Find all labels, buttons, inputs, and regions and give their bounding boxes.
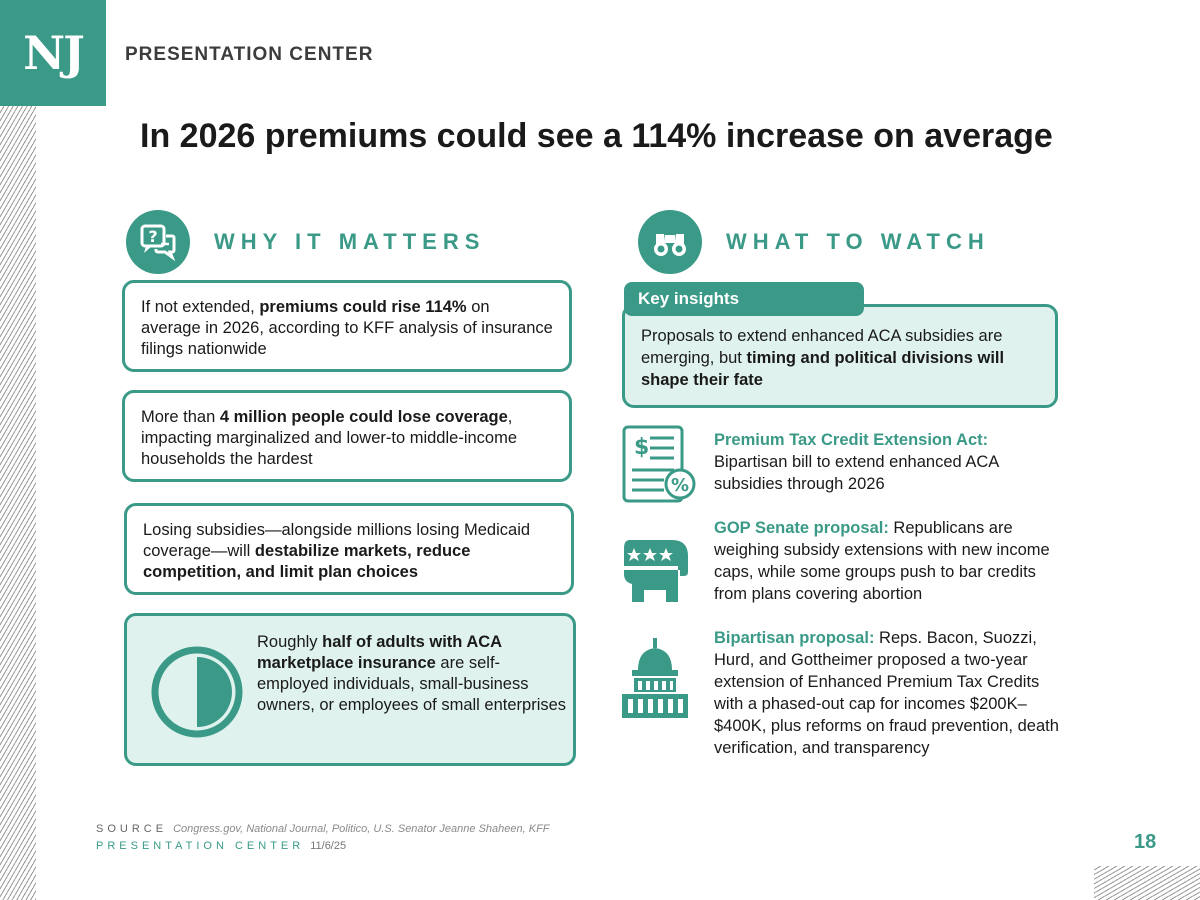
page-title: In 2026 premiums could see a 114% increa…: [140, 117, 1053, 155]
watch-item-heading: GOP Senate proposal:: [714, 519, 889, 537]
watch-item-body: Bipartisan bill to extend enhanced ACA s…: [714, 453, 999, 493]
svg-text:%: %: [671, 475, 689, 496]
what-to-watch-header: WHAT TO WATCH: [638, 210, 990, 274]
watch-item-body: Reps. Bacon, Suozzi, Hurd, and Gottheime…: [714, 629, 1059, 757]
watch-item-gop-senate: GOP Senate proposal: Republicans are wei…: [714, 517, 1064, 605]
watch-item-bipartisan: Bipartisan proposal: Reps. Bacon, Suozzi…: [714, 627, 1064, 759]
card-text-block: Roughly half of adults with ACA marketpl…: [257, 632, 567, 716]
nj-logo: NJ: [0, 0, 106, 106]
key-insights-card: Proposals to extend enhanced ACA subsidi…: [622, 304, 1058, 408]
card-text: are self-employed individuals, small-bus…: [257, 654, 567, 714]
insights-highlight: timing and political divisions will shap…: [641, 349, 1005, 389]
half-circle-icon: [149, 644, 245, 746]
footer-presentation-center: PRESENTATION CENTER 11/6/25: [96, 840, 346, 852]
watch-item-tax-credit-act: Premium Tax Credit Extension Act: Bipart…: [714, 429, 1064, 495]
why-card-2: More than 4 million people could lose co…: [122, 390, 572, 482]
insights-text: Proposals to extend enhanced ACA subsidi…: [641, 327, 1003, 367]
footer-source: SOURCE Congress.gov, National Journal, Po…: [96, 823, 550, 835]
card-text: , impacting marginalized and lower-to mi…: [141, 408, 518, 468]
card-highlight: half of adults with ACA marketplace insu…: [257, 633, 502, 672]
footer-date: 11/6/25: [310, 840, 347, 852]
what-to-watch-label: WHAT TO WATCH: [726, 229, 990, 254]
card-highlight: premiums could rise 114%: [259, 298, 467, 316]
tax-document-icon: $ %: [620, 424, 700, 511]
page-number: 18: [1134, 831, 1157, 853]
card-text: If not extended,: [141, 298, 260, 316]
card-text: More than: [141, 408, 220, 426]
why-card-1: If not extended, premiums could rise 114…: [122, 280, 572, 372]
watch-item-body: Republicans are weighing subsidy extensi…: [714, 519, 1050, 603]
card-text: Roughly: [257, 633, 323, 651]
logo-text: NJ: [23, 26, 85, 80]
source-label: SOURCE: [96, 823, 168, 835]
why-card-3: Losing subsidies—alongside millions losi…: [124, 503, 574, 595]
card-text: Losing subsidies—alongside millions losi…: [143, 521, 531, 560]
card-highlight: destabilize markets, reduce competition,…: [143, 542, 471, 581]
watch-item-heading: Premium Tax Credit Extension Act:: [714, 431, 989, 449]
key-insights-tab: Key insights: [624, 282, 864, 316]
half-share-fill: [197, 657, 232, 727]
bottom-hatch-decoration: [1094, 866, 1200, 900]
why-it-matters-label: WHY IT MATTERS: [214, 229, 486, 254]
card-highlight: 4 million people could lose coverage: [219, 408, 508, 426]
why-it-matters-header: ? WHY IT MATTERS: [126, 210, 485, 274]
card-text: on average in 2026, according to KFF ana…: [141, 298, 553, 358]
source-text: Congress.gov, National Journal, Politico…: [173, 823, 550, 835]
left-hatch-decoration: [0, 106, 36, 900]
elephant-icon: [620, 536, 692, 611]
binoculars-icon: [638, 210, 702, 274]
header-label: PRESENTATION CENTER: [125, 44, 374, 65]
why-card-4: Roughly half of adults with ACA marketpl…: [124, 613, 576, 766]
svg-text:?: ?: [148, 227, 157, 246]
footer-center-label: PRESENTATION CENTER: [96, 840, 305, 852]
question-chat-icon: ?: [126, 210, 190, 274]
watch-item-heading: Bipartisan proposal:: [714, 629, 875, 647]
svg-text:$: $: [634, 435, 649, 460]
capitol-icon: [618, 636, 692, 727]
